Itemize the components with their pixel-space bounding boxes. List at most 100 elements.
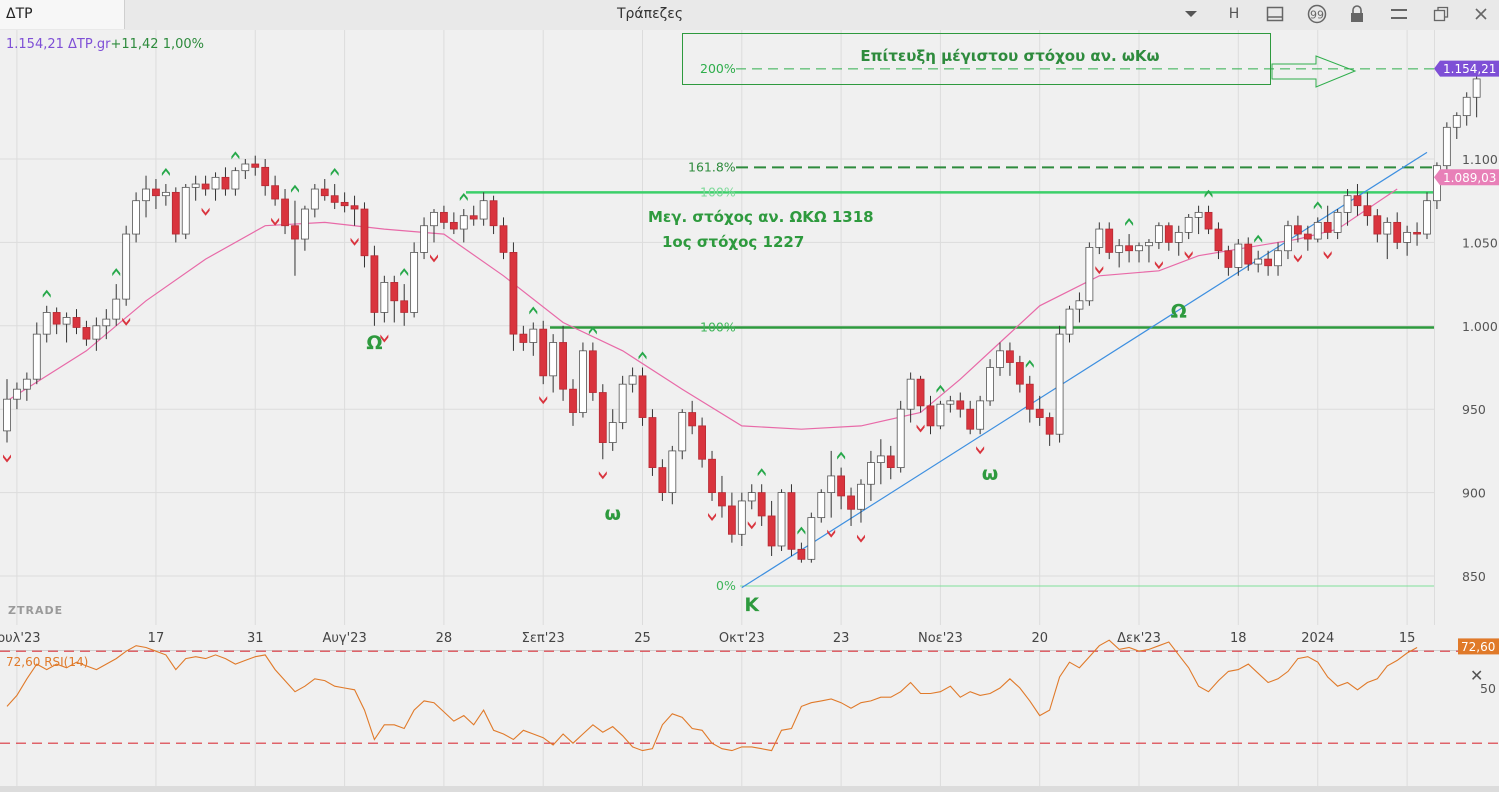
- candle-body: [817, 492, 826, 519]
- candle-body: [1294, 225, 1302, 235]
- candle-body: [638, 375, 647, 418]
- candle: [648, 409, 657, 476]
- candle-body: [509, 252, 518, 335]
- candle: [1006, 342, 1014, 376]
- candle-body: [92, 325, 101, 340]
- candle: [529, 322, 538, 356]
- chevron-down-icon[interactable]: [1178, 3, 1204, 25]
- candle-body: [320, 188, 329, 197]
- candle: [420, 217, 428, 260]
- candle: [1164, 222, 1173, 251]
- target-box-text: Επίτευξη μέγιστου στόχου αν. ωΚω: [860, 47, 1159, 65]
- y-tick-label: 900: [1462, 486, 1486, 501]
- symbol-field[interactable]: ΔΤΡ: [0, 0, 125, 29]
- candle-body: [1135, 245, 1143, 252]
- candle-body: [281, 198, 289, 227]
- candle: [876, 439, 885, 485]
- close-icon[interactable]: ✕: [1470, 666, 1484, 685]
- candle-body: [906, 378, 915, 410]
- candle: [281, 189, 289, 235]
- lock-icon[interactable]: [1344, 3, 1370, 25]
- quote-header: 1.154,21 ΔΤΡ.gr+11,42 1,00%: [6, 37, 204, 52]
- candle: [310, 184, 319, 218]
- candle: [708, 450, 716, 501]
- candle-body: [1423, 200, 1431, 235]
- candle-body: [410, 252, 419, 313]
- candle-body: [22, 378, 31, 390]
- candle-body: [916, 378, 925, 407]
- fractal-down-marker: [827, 529, 836, 538]
- fractal-up-marker: [1204, 189, 1213, 198]
- candle: [767, 500, 776, 556]
- candle-body: [618, 383, 627, 423]
- comment-icon[interactable]: 99: [1304, 3, 1330, 25]
- candle-body: [400, 300, 409, 313]
- candle: [62, 312, 71, 343]
- toolbar-letter-button[interactable]: H: [1228, 6, 1240, 22]
- candle: [1442, 122, 1451, 173]
- candle-body: [1035, 408, 1044, 418]
- fractal-down-marker: [539, 396, 548, 405]
- candle: [410, 242, 419, 318]
- candle: [638, 367, 647, 426]
- candle-body: [32, 333, 41, 380]
- candle: [847, 487, 855, 526]
- x-tick-label: Ιουλ'23: [0, 631, 40, 646]
- fractal-up-marker: [112, 268, 121, 277]
- candle-body: [440, 211, 448, 223]
- candle: [92, 317, 101, 351]
- candle: [261, 159, 270, 196]
- candle-body: [966, 408, 975, 430]
- fractal-down-marker: [747, 521, 756, 530]
- candle-body: [271, 185, 280, 200]
- candle: [1274, 242, 1282, 276]
- candle-body: [718, 492, 726, 507]
- candle: [787, 484, 796, 556]
- rsi-label: 72,60 RSI(14): [6, 655, 88, 669]
- candle: [1194, 205, 1203, 235]
- candle: [956, 392, 965, 418]
- menu-icon[interactable]: [1386, 3, 1412, 25]
- candle-body: [837, 475, 846, 497]
- candle-body: [1224, 250, 1233, 268]
- candle-body: [688, 412, 697, 427]
- candle-body: [1145, 241, 1153, 247]
- x-tick-label: 2024: [1301, 631, 1334, 646]
- candle-body: [142, 188, 150, 202]
- panel-icon[interactable]: [1262, 3, 1288, 25]
- fractal-up-marker: [638, 351, 647, 360]
- fractal-down-marker: [122, 317, 131, 326]
- candle: [797, 542, 806, 563]
- candle: [916, 375, 925, 413]
- candle: [1353, 184, 1362, 216]
- last-price-badge: 1.154,21: [1443, 62, 1496, 76]
- candle: [896, 400, 905, 473]
- candle: [251, 155, 260, 176]
- candle-body: [867, 462, 875, 485]
- candle-body: [251, 163, 260, 168]
- candle-body: [1353, 195, 1362, 207]
- candle: [400, 284, 409, 326]
- rsi-last-value: 72,60: [6, 655, 41, 669]
- candle: [122, 225, 131, 306]
- candle-body: [52, 312, 61, 325]
- target-arrow: [1271, 55, 1357, 88]
- quote-change: +11,42: [110, 37, 159, 52]
- price-chart[interactable]: 1.100 1.050 1.000 950 900 850 Ιουλ'23 17 31 Αυγ'2…: [0, 30, 1499, 786]
- fractal-down-marker: [271, 217, 280, 226]
- candle: [1105, 222, 1114, 260]
- candle-body: [42, 312, 51, 335]
- bottom-bar: [0, 786, 1499, 792]
- close-icon[interactable]: [1468, 3, 1494, 25]
- candle: [440, 205, 448, 230]
- candle-body: [737, 500, 746, 535]
- candle-body: [936, 403, 945, 427]
- candle: [1234, 239, 1243, 276]
- candle: [1452, 112, 1461, 139]
- candle: [132, 192, 140, 243]
- candle: [13, 382, 21, 410]
- fractal-up-marker: [936, 384, 945, 393]
- candle: [678, 409, 687, 460]
- candle-body: [579, 350, 587, 413]
- restore-icon[interactable]: [1428, 3, 1454, 25]
